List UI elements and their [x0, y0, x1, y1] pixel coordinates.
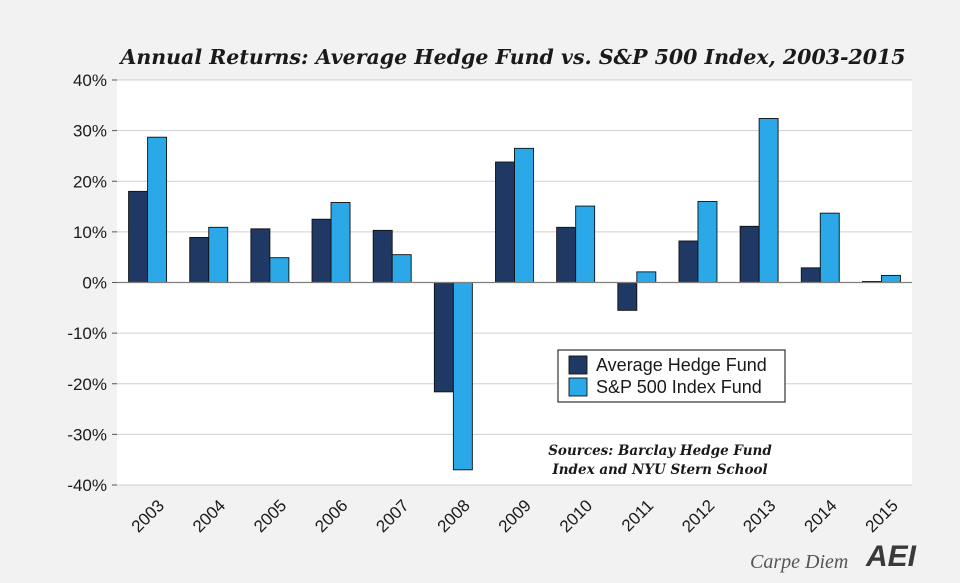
bar-sp500-2004: [208, 226, 229, 283]
bars: [128, 118, 901, 471]
x-tick-label-2011: 2011: [618, 496, 657, 535]
x-tick-label-2015: 2015: [862, 496, 902, 536]
bar-sp500-2011: [636, 271, 657, 283]
y-tick-label: -10%: [67, 324, 107, 343]
x-tick-label-2013: 2013: [739, 496, 779, 536]
bar-sp500-2012: [697, 201, 718, 283]
aei-logo: AEI: [865, 540, 917, 573]
y-axis: -40% -30% -20% -10% 0% 10% 20% 30% 40%: [67, 71, 117, 495]
bar-sp500-2015: [880, 274, 901, 283]
x-tick-label-2009: 2009: [495, 496, 535, 536]
legend-swatch-hedge-fund: [568, 355, 588, 375]
source-annotation-line-2: Index and NYU Stern School: [551, 462, 767, 478]
y-tick-label: -40%: [67, 476, 107, 495]
x-tick-label-2006: 2006: [311, 496, 351, 536]
bar-hedge-fund-2013: [739, 225, 760, 283]
y-tick-label: 40%: [73, 71, 107, 90]
y-tick-label: 0%: [82, 274, 107, 293]
bar-sp500-2013: [758, 118, 779, 283]
bar-sp500-2010: [575, 205, 596, 283]
y-tick-label: -20%: [67, 375, 107, 394]
bar-hedge-fund-2005: [250, 228, 271, 283]
x-tick-label-2012: 2012: [678, 496, 718, 536]
bar-hedge-fund-2007: [372, 229, 393, 283]
legend-box: [557, 349, 786, 403]
y-tick-label: 10%: [73, 223, 107, 242]
legend: Average Hedge Fund S&P 500 Index Fund: [557, 349, 786, 403]
x-tick-label-2014: 2014: [801, 496, 841, 536]
bar-hedge-fund-2004: [189, 236, 210, 283]
bar-sp500-2003: [147, 136, 168, 283]
y-tick-label: 30%: [73, 122, 107, 141]
bar-sp500-2007: [391, 254, 412, 283]
bar-sp500-2009: [514, 147, 534, 283]
x-axis: 2003 2004 2005 2006 2007 2008 2009 2010 2011 2012…: [128, 496, 902, 536]
brand-tagline: Carpe Diem: [750, 551, 848, 573]
bar-hedge-fund-2008: [433, 282, 454, 393]
bar-hedge-fund-2003: [128, 190, 149, 283]
bar-sp500-2005: [269, 257, 290, 283]
bar-sp500-2006: [330, 202, 351, 283]
x-tick-label-2004: 2004: [189, 496, 229, 536]
bar-hedge-fund-2009: [495, 161, 515, 283]
source-annotation-line-1: Sources: Barclay Hedge Fund: [548, 443, 772, 459]
legend-label-sp500: S&P 500 Index Fund: [596, 377, 762, 397]
x-tick-label-2007: 2007: [372, 496, 412, 536]
chart-title: Annual Returns: Average Hedge Fund vs. S…: [118, 45, 905, 69]
bar-sp500-2014: [819, 212, 840, 283]
bar-hedge-fund-2014: [800, 267, 821, 283]
y-tick-label: -30%: [67, 425, 107, 444]
legend-label-hedge-fund: Average Hedge Fund: [596, 355, 767, 375]
x-tick-label-2010: 2010: [556, 496, 596, 536]
legend-swatch-sp500: [568, 377, 588, 397]
x-tick-label-2003: 2003: [128, 496, 168, 536]
aei-logo-text: AEI: [865, 540, 917, 573]
x-tick-label-2005: 2005: [250, 496, 290, 536]
bar-sp500-2008: [452, 282, 473, 471]
bar-hedge-fund-2012: [678, 240, 699, 283]
bar-hedge-fund-2006: [311, 218, 332, 283]
y-tick-label: 20%: [73, 172, 107, 191]
x-tick-label-2008: 2008: [434, 496, 474, 536]
bar-hedge-fund-2011: [617, 282, 638, 311]
bar-hedge-fund-2010: [556, 226, 577, 283]
